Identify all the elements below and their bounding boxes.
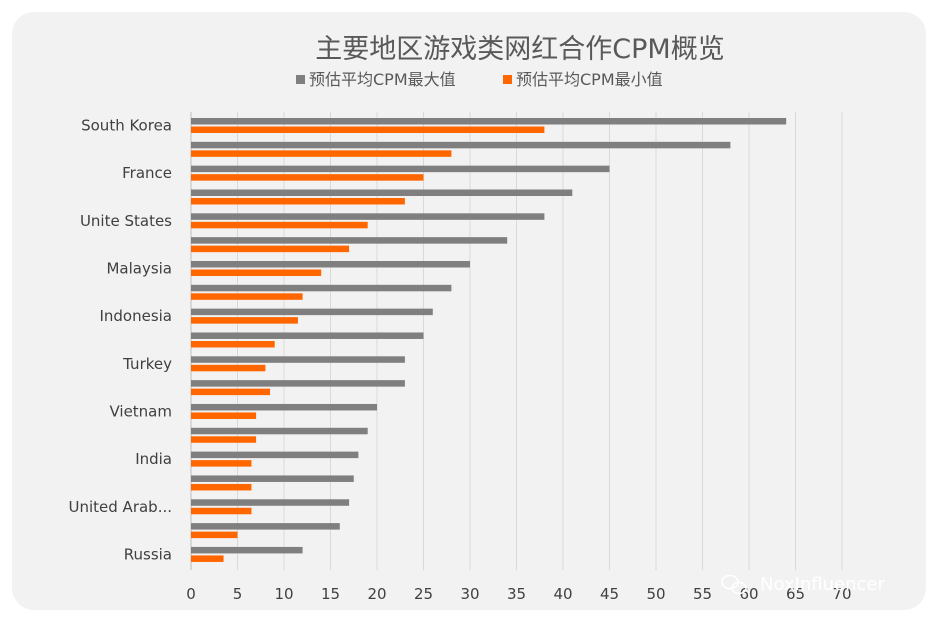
category-labels: South Korea France Unite States Malaysia Ind…	[69, 117, 173, 564]
x-tick-label: 55	[693, 585, 712, 603]
category-label: South Korea	[81, 117, 172, 135]
bar-min	[191, 340, 275, 348]
bar-min	[191, 197, 405, 205]
x-tick-label: 10	[274, 585, 293, 603]
bar-max	[191, 141, 731, 149]
bar-min	[191, 293, 303, 300]
bar-max	[191, 499, 350, 506]
chart-title: 主要地区游戏类网红合作CPM概览	[315, 34, 724, 65]
x-tick-label: 65	[786, 585, 805, 603]
bar-min	[191, 364, 266, 372]
category-label: Indonesia	[99, 307, 172, 325]
legend: 预估平均CPM最大值 预估平均CPM最小值	[296, 70, 663, 89]
bar-max	[191, 356, 405, 363]
x-tick-label: 35	[507, 585, 526, 603]
bar-min	[191, 150, 452, 157]
bar-min	[191, 483, 252, 491]
bar-min	[191, 412, 257, 419]
x-tick-label: 60	[739, 585, 758, 603]
gridlines	[190, 112, 843, 570]
category-label: Unite States	[80, 212, 172, 230]
bar-max	[191, 189, 573, 196]
x-tick-label: 40	[553, 585, 572, 603]
bar-min	[191, 531, 238, 539]
bar-max	[191, 451, 359, 459]
x-axis-ticks: 0 5 10 15 20 25 30 35 40 45 50 55 60 65 70	[186, 585, 851, 603]
category-label: Russia	[124, 545, 172, 563]
category-label: France	[122, 164, 172, 182]
bars	[191, 118, 787, 562]
bar-max	[191, 237, 508, 244]
bar-min	[191, 460, 252, 467]
category-label: Malaysia	[106, 259, 172, 277]
bar-max	[191, 213, 545, 220]
x-tick-label: 15	[321, 585, 340, 603]
bar-max	[191, 475, 354, 482]
category-label: Turkey	[122, 355, 172, 373]
category-label: United Arab...	[69, 498, 173, 516]
bar-max	[191, 403, 377, 411]
wechat-icon	[721, 574, 747, 595]
bar-max	[191, 165, 610, 173]
bar-max	[191, 118, 787, 125]
bar-min	[191, 388, 271, 396]
bar-min	[191, 555, 224, 562]
category-label: India	[135, 450, 172, 468]
bar-max	[191, 546, 303, 554]
bar-min	[191, 126, 545, 133]
bar-min	[191, 317, 298, 324]
category-label: Vietnam	[109, 402, 172, 420]
bar-min	[191, 436, 257, 443]
legend-swatch-max	[296, 75, 305, 84]
bar-min	[191, 507, 252, 515]
bar-min	[191, 269, 322, 276]
x-tick-label: 30	[460, 585, 479, 603]
watermark: NoxInfluencer	[721, 574, 885, 595]
bar-max	[191, 523, 340, 530]
x-tick-label: 0	[186, 585, 196, 603]
bar-min	[191, 245, 350, 253]
bar-max	[191, 260, 470, 268]
legend-label-min: 预估平均CPM最小值	[516, 70, 663, 89]
x-tick-label: 20	[367, 585, 386, 603]
x-tick-label: 45	[600, 585, 619, 603]
bar-max	[191, 308, 433, 316]
bar-max	[191, 380, 405, 387]
x-tick-label: 70	[832, 585, 851, 603]
bar-max	[191, 332, 424, 339]
bar-min	[191, 174, 424, 181]
x-tick-label: 50	[646, 585, 665, 603]
chart-card	[12, 12, 926, 610]
bar-min	[191, 221, 368, 229]
legend-swatch-min	[503, 75, 512, 84]
watermark-text: NoxInfluencer	[760, 574, 885, 595]
x-tick-label: 5	[233, 585, 243, 603]
legend-label-max: 预估平均CPM最大值	[309, 70, 456, 89]
bar-max	[191, 284, 452, 292]
x-tick-label: 25	[414, 585, 433, 603]
bar-max	[191, 427, 368, 435]
